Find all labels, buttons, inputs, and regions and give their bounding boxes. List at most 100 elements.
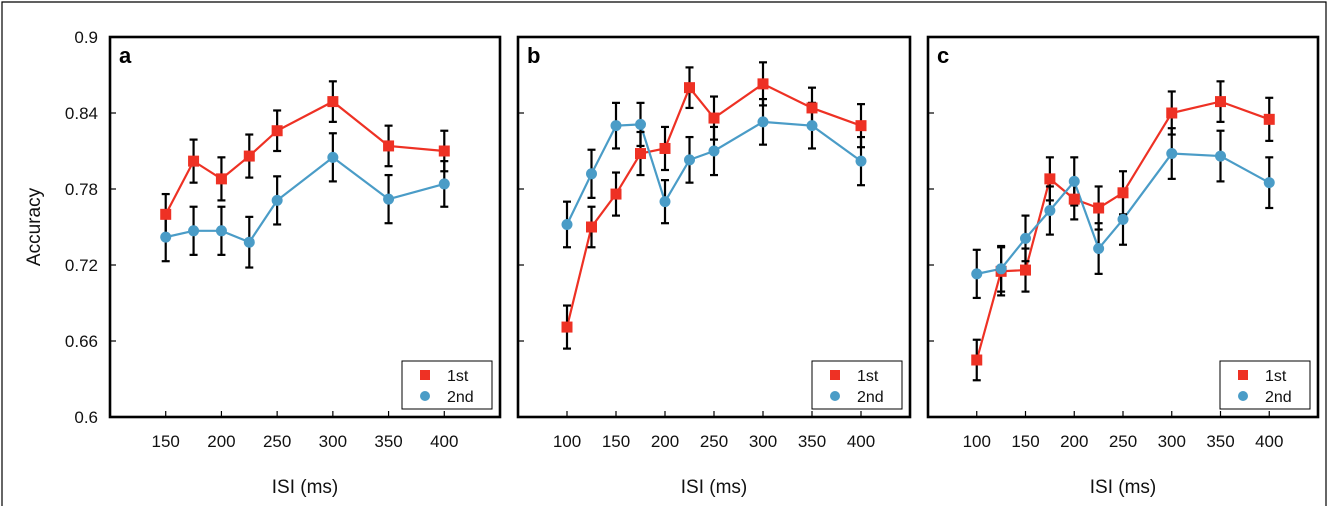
data-point-2nd: [971, 268, 983, 280]
legend-marker-2nd: [420, 391, 430, 401]
data-point-2nd: [160, 231, 172, 243]
x-axis-title: ISI (ms): [272, 477, 339, 498]
y-tick-label: 0.78: [65, 180, 98, 199]
data-point-1st: [1215, 96, 1226, 108]
data-point-1st: [188, 155, 200, 167]
data-point-2nd: [806, 120, 818, 132]
panel-a-frame: [108, 35, 502, 419]
data-point-2nd: [188, 225, 200, 237]
data-point-1st: [438, 145, 450, 157]
data-point-1st: [561, 321, 573, 333]
data-point-1st: [1020, 264, 1031, 276]
data-point-2nd: [659, 196, 671, 208]
data-point-2nd: [855, 155, 867, 167]
y-tick-label: 0.9: [74, 28, 98, 47]
data-point-2nd: [215, 225, 227, 237]
legend-marker-2nd: [1238, 391, 1248, 401]
data-point-1st: [659, 142, 671, 154]
y-axis-title: Accuracy: [24, 187, 45, 266]
data-point-1st: [383, 140, 395, 152]
y-tick-label: 0.72: [65, 256, 98, 275]
x-tick-label: 150: [1011, 432, 1039, 451]
x-tick-label: 200: [207, 432, 235, 451]
x-tick-label: 350: [1206, 432, 1234, 451]
x-tick-label: 250: [1109, 432, 1137, 451]
legend-label: 2nd: [1265, 389, 1292, 406]
data-point-2nd: [1093, 243, 1105, 255]
x-tick-label: 100: [963, 432, 991, 451]
data-point-1st: [243, 150, 255, 162]
x-tick-label: 300: [749, 432, 777, 451]
data-point-2nd: [684, 154, 695, 166]
legend-box: [811, 360, 903, 410]
panel-label: c: [937, 43, 949, 68]
panel-label: a: [119, 43, 132, 68]
x-tick-label: 400: [1255, 432, 1283, 451]
data-point-2nd: [561, 218, 573, 230]
data-point-2nd: [610, 120, 622, 132]
data-point-1st: [971, 354, 983, 366]
legend-label: 2nd: [447, 389, 474, 406]
data-point-2nd: [1020, 232, 1031, 244]
data-point-2nd: [438, 178, 450, 190]
data-point-1st: [1044, 173, 1056, 185]
y-tick-label: 0.66: [65, 332, 98, 351]
x-tick-label: 350: [798, 432, 826, 451]
x-tick-label: 300: [319, 432, 347, 451]
x-tick-label: 200: [1060, 432, 1088, 451]
x-tick-label: 350: [374, 432, 402, 451]
data-point-2nd: [708, 145, 720, 157]
data-point-1st: [684, 82, 695, 94]
series-line-2nd: [976, 152, 1270, 275]
data-point-1st: [708, 112, 720, 124]
data-point-1st: [1117, 187, 1129, 199]
data-point-2nd: [1263, 177, 1275, 189]
data-point-2nd: [383, 193, 395, 205]
legend-label: 1st: [447, 368, 469, 385]
data-point-2nd: [586, 168, 597, 180]
legend-box: [401, 360, 493, 410]
x-tick-label: 400: [847, 432, 875, 451]
data-point-1st: [1166, 107, 1178, 119]
series-line-1st: [164, 100, 445, 215]
data-point-2nd: [271, 194, 283, 206]
x-tick-label: 100: [553, 432, 581, 451]
data-point-1st: [757, 78, 769, 90]
data-point-1st: [160, 208, 172, 220]
data-point-2nd: [1215, 150, 1226, 162]
data-point-1st: [1263, 113, 1275, 125]
legend-label: 1st: [1265, 368, 1287, 385]
data-point-1st: [1068, 193, 1080, 205]
legend-marker-2nd: [830, 391, 840, 401]
legend-label: 1st: [857, 368, 879, 385]
legend-marker-1st: [830, 370, 840, 380]
legend-label: 2nd: [857, 389, 884, 406]
data-point-2nd: [1068, 175, 1080, 187]
data-point-2nd: [327, 151, 339, 163]
panel-label: b: [527, 43, 540, 68]
legend-marker-1st: [1238, 370, 1248, 380]
data-point-1st: [215, 173, 227, 185]
data-point-1st: [327, 96, 339, 108]
data-point-2nd: [1166, 148, 1178, 160]
x-tick-label: 150: [152, 432, 180, 451]
data-point-2nd: [757, 116, 769, 128]
series-line-2nd: [566, 120, 862, 225]
series-line-1st: [975, 100, 1270, 361]
data-point-1st: [1093, 202, 1105, 214]
data-point-1st: [635, 148, 646, 160]
data-point-1st: [855, 120, 867, 132]
legend-marker-1st: [420, 370, 430, 380]
data-point-2nd: [635, 118, 646, 130]
data-point-2nd: [243, 236, 255, 248]
x-tick-label: 150: [602, 432, 630, 451]
data-point-1st: [806, 102, 818, 114]
x-tick-label: 250: [700, 432, 728, 451]
x-tick-label: 400: [430, 432, 458, 451]
panel-b-frame: [516, 35, 912, 419]
x-axis-title: ISI (ms): [1090, 477, 1157, 498]
legend-box: [1219, 360, 1311, 410]
data-point-1st: [610, 188, 622, 200]
